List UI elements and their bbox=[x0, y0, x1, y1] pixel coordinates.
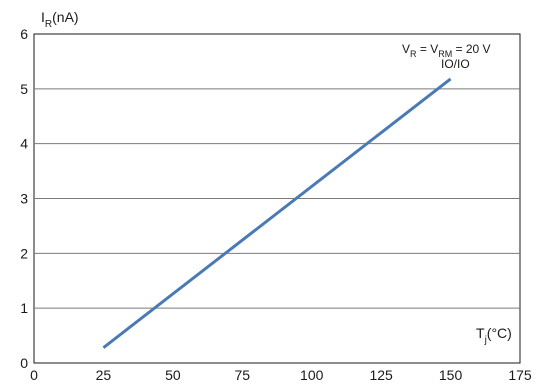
x-tick-label-0: 0 bbox=[30, 367, 38, 383]
y-tick-label-5: 5 bbox=[20, 81, 28, 97]
y-tick-label-1: 1 bbox=[20, 300, 28, 316]
y-tick-label-3: 3 bbox=[20, 191, 28, 207]
x-tick-label-50: 50 bbox=[165, 367, 181, 383]
y-tick-label-6: 6 bbox=[20, 26, 28, 42]
x-tick-label-75: 75 bbox=[234, 367, 250, 383]
y-tick-label-0: 0 bbox=[20, 355, 28, 371]
x-tick-label-150: 150 bbox=[439, 367, 463, 383]
x-tick-labels: 0 25 50 75 100 125 150 175 bbox=[30, 367, 532, 383]
y-tick-label-2: 2 bbox=[20, 245, 28, 261]
gridlines bbox=[34, 88, 520, 309]
y-tick-label-4: 4 bbox=[20, 136, 28, 152]
series-line-0 bbox=[102, 77, 452, 349]
x-tick-label-175: 175 bbox=[508, 367, 532, 383]
y-axis-label: IR(nA) bbox=[41, 9, 79, 30]
series-layer bbox=[102, 77, 452, 349]
condition-annotation-line2: IO/IO bbox=[441, 57, 470, 71]
x-tick-label-125: 125 bbox=[369, 367, 393, 383]
x-axis-label: Tj(°C) bbox=[476, 325, 512, 346]
y-tick-labels: 0 1 2 3 4 5 6 bbox=[20, 26, 28, 371]
x-tick-label-25: 25 bbox=[96, 367, 112, 383]
condition-annotation: VR = VRM = 20 V bbox=[402, 42, 491, 59]
x-tick-label-100: 100 bbox=[300, 367, 324, 383]
